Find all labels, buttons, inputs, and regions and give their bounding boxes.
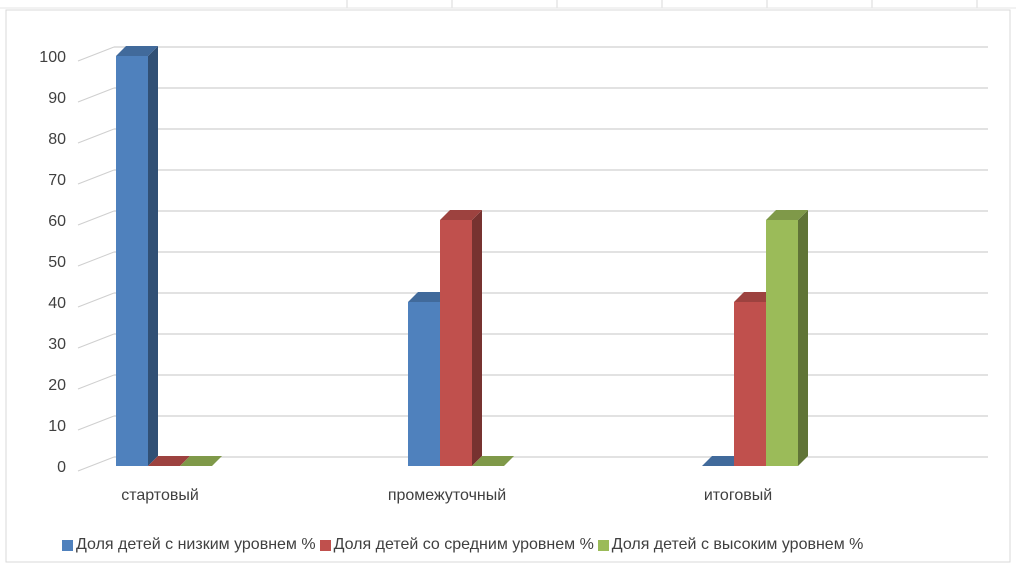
- legend-swatch-medium: [319, 539, 331, 551]
- legend: Доля детей с низким уровнем % Доля детей…: [62, 534, 863, 556]
- chart-frame: [5, 9, 1011, 563]
- bar: [148, 456, 190, 466]
- bar: [766, 210, 808, 466]
- bar-top: [766, 210, 808, 220]
- legend-item-high: Доля детей с высоким уровнем %: [597, 536, 864, 554]
- x-category-label: итоговый: [704, 487, 772, 504]
- bar: [702, 456, 744, 466]
- legend-item-low: Доля детей с низким уровнем %: [62, 536, 316, 554]
- bar-top: [148, 456, 190, 466]
- bar-front: [116, 56, 148, 466]
- gridline-diagonal: [77, 46, 115, 62]
- bar: [440, 210, 482, 466]
- bar: [472, 456, 514, 466]
- bar-front: [734, 302, 766, 466]
- gridline-diagonal: [77, 456, 115, 472]
- x-axis-categories: стартовый промежуточный итоговый: [121, 487, 772, 504]
- gridline-diagonal: [77, 333, 115, 349]
- y-tick-label: 50: [48, 254, 66, 271]
- y-axis-ticks: 0 10 20 30 40 50 60 70 80 90 100: [39, 49, 66, 476]
- x-category-label: стартовый: [121, 487, 199, 504]
- legend-label-high: Доля детей с высоким уровнем %: [611, 536, 864, 553]
- gridline-diagonal: [77, 210, 115, 226]
- legend-swatch-low: [62, 539, 73, 551]
- gridline-diagonal: [77, 169, 115, 185]
- x-category-label: промежуточный: [388, 487, 506, 504]
- y-tick-label: 0: [57, 459, 66, 476]
- gridline-diagonal: [77, 128, 115, 144]
- y-tick-label: 90: [48, 90, 66, 107]
- y-tick-label: 80: [48, 131, 66, 148]
- y-tick-label: 100: [39, 49, 66, 66]
- bar-top: [180, 456, 222, 466]
- legend-label-medium: Доля детей со средним уровнем %: [333, 536, 594, 553]
- bar-front: [766, 220, 798, 466]
- y-tick-label: 70: [48, 172, 66, 189]
- bars: [116, 46, 808, 466]
- legend-swatch-high: [597, 539, 609, 551]
- bar-front: [408, 302, 440, 466]
- y-tick-label: 40: [48, 295, 66, 312]
- bar-side: [148, 46, 158, 466]
- y-tick-label: 60: [48, 213, 66, 230]
- bar: [116, 46, 158, 466]
- y-tick-label: 20: [48, 377, 66, 394]
- bar-front: [440, 220, 472, 466]
- gridline-diagonal: [77, 292, 115, 308]
- gridline-diagonal: [77, 374, 115, 390]
- legend-label-low: Доля детей с низким уровнем %: [76, 536, 316, 553]
- bar: [180, 456, 222, 466]
- legend-item-medium: Доля детей со средним уровнем %: [319, 536, 594, 554]
- gridline-diagonal: [77, 87, 115, 103]
- bar-top: [408, 292, 450, 302]
- gridline-diagonal: [77, 251, 115, 267]
- bar-side: [798, 210, 808, 466]
- bar-top: [116, 46, 158, 56]
- bar-top: [472, 456, 514, 466]
- y-tick-label: 30: [48, 336, 66, 353]
- bar-top: [734, 292, 776, 302]
- gridlines: [77, 46, 988, 472]
- gridline-diagonal: [77, 415, 115, 431]
- y-tick-label: 10: [48, 418, 66, 435]
- bar-side: [472, 210, 482, 466]
- bar-top: [702, 456, 744, 466]
- bar-top: [440, 210, 482, 220]
